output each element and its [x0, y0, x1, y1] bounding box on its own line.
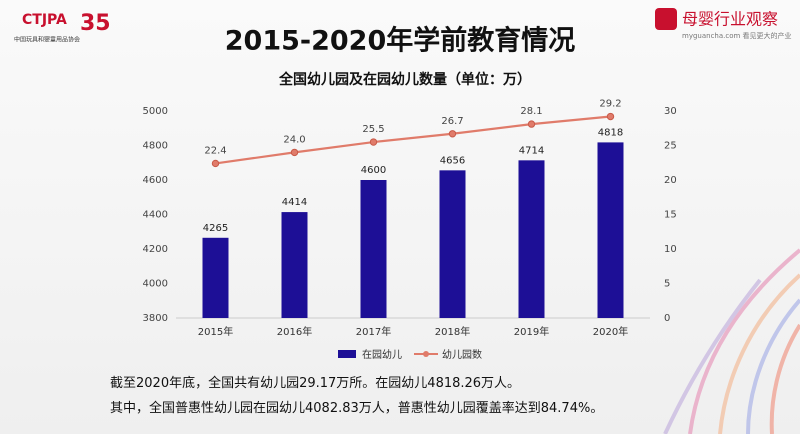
legend-label: 幼儿园数: [442, 348, 482, 361]
note: 截至2020年底，全国共有幼儿园29.17万所。在园幼儿4818.26万人。: [110, 376, 521, 391]
page-title: 2015-2020年学前教育情况: [225, 25, 576, 57]
y-tick-label: 3800: [143, 313, 168, 324]
y2-tick-label: 25: [664, 141, 677, 152]
logo-text: 中国玩具和婴童用品协会: [14, 36, 80, 44]
data-label: 4265: [203, 223, 228, 234]
data-label: 28.1: [520, 106, 542, 117]
y-tick-label: 4800: [143, 141, 168, 152]
line-marker: [211, 159, 220, 168]
x-tick-label: 2016年: [277, 325, 312, 338]
legend-label: 在园幼儿: [362, 348, 402, 361]
y-tick-label: 4000: [143, 279, 168, 290]
legend-swatch: [423, 351, 429, 357]
line-marker: [290, 148, 299, 157]
y-tick-label: 4400: [143, 210, 168, 221]
data-label: 22.4: [204, 145, 226, 156]
x-tick-label: 2018年: [435, 325, 470, 338]
y-tick-label: 5000: [143, 106, 168, 117]
y2-tick-label: 15: [664, 210, 677, 221]
data-label: 4600: [361, 165, 386, 176]
bar: [439, 170, 466, 318]
legend-swatch: [338, 350, 356, 358]
data-label: 25.5: [362, 124, 384, 135]
data-label: 26.7: [441, 116, 463, 127]
y-tick-label: 4200: [143, 244, 168, 255]
data-label: 29.2: [599, 99, 621, 110]
y2-tick-label: 10: [664, 244, 677, 255]
line-marker: [606, 112, 615, 121]
y2-tick-label: 0: [664, 313, 670, 324]
y2-tick-label: 30: [664, 106, 677, 117]
data-label: 4714: [519, 145, 544, 156]
x-tick-label: 2015年: [198, 325, 233, 338]
data-label: 4818: [598, 127, 623, 138]
x-tick-label: 2019年: [514, 325, 549, 338]
y-tick-label: 4600: [143, 175, 168, 186]
x-tick-label: 2020年: [593, 325, 628, 338]
data-label: 4656: [440, 155, 465, 166]
note: 其中，全国普惠性幼儿园在园幼儿4082.83万人，普惠性幼儿园覆盖率达到84.7…: [110, 401, 604, 416]
chart-title: 全国幼儿园及在园幼儿数量（单位：万）: [278, 71, 531, 88]
line-marker: [527, 120, 536, 128]
bar: [202, 237, 229, 318]
logo-text: CTJPA: [22, 12, 67, 28]
decoration: [663, 248, 800, 434]
bar: [281, 212, 308, 318]
logo-text: 35: [80, 11, 111, 36]
data-label: 4414: [282, 197, 307, 208]
y2-tick-label: 20: [664, 175, 677, 186]
logo-text: 母婴行业观察: [682, 10, 778, 29]
line: [215, 115, 611, 165]
x-tick-label: 2017年: [356, 325, 391, 338]
data-label: 24.0: [283, 134, 305, 145]
bar: [360, 180, 387, 318]
line-marker: [448, 130, 457, 138]
bar: [597, 142, 624, 318]
bar: [518, 160, 545, 318]
logo-icon: [655, 8, 677, 30]
line-marker: [369, 138, 378, 146]
y2-tick-label: 5: [664, 279, 670, 290]
logo-text: myguancha.com 看见更大的产业: [682, 31, 792, 40]
